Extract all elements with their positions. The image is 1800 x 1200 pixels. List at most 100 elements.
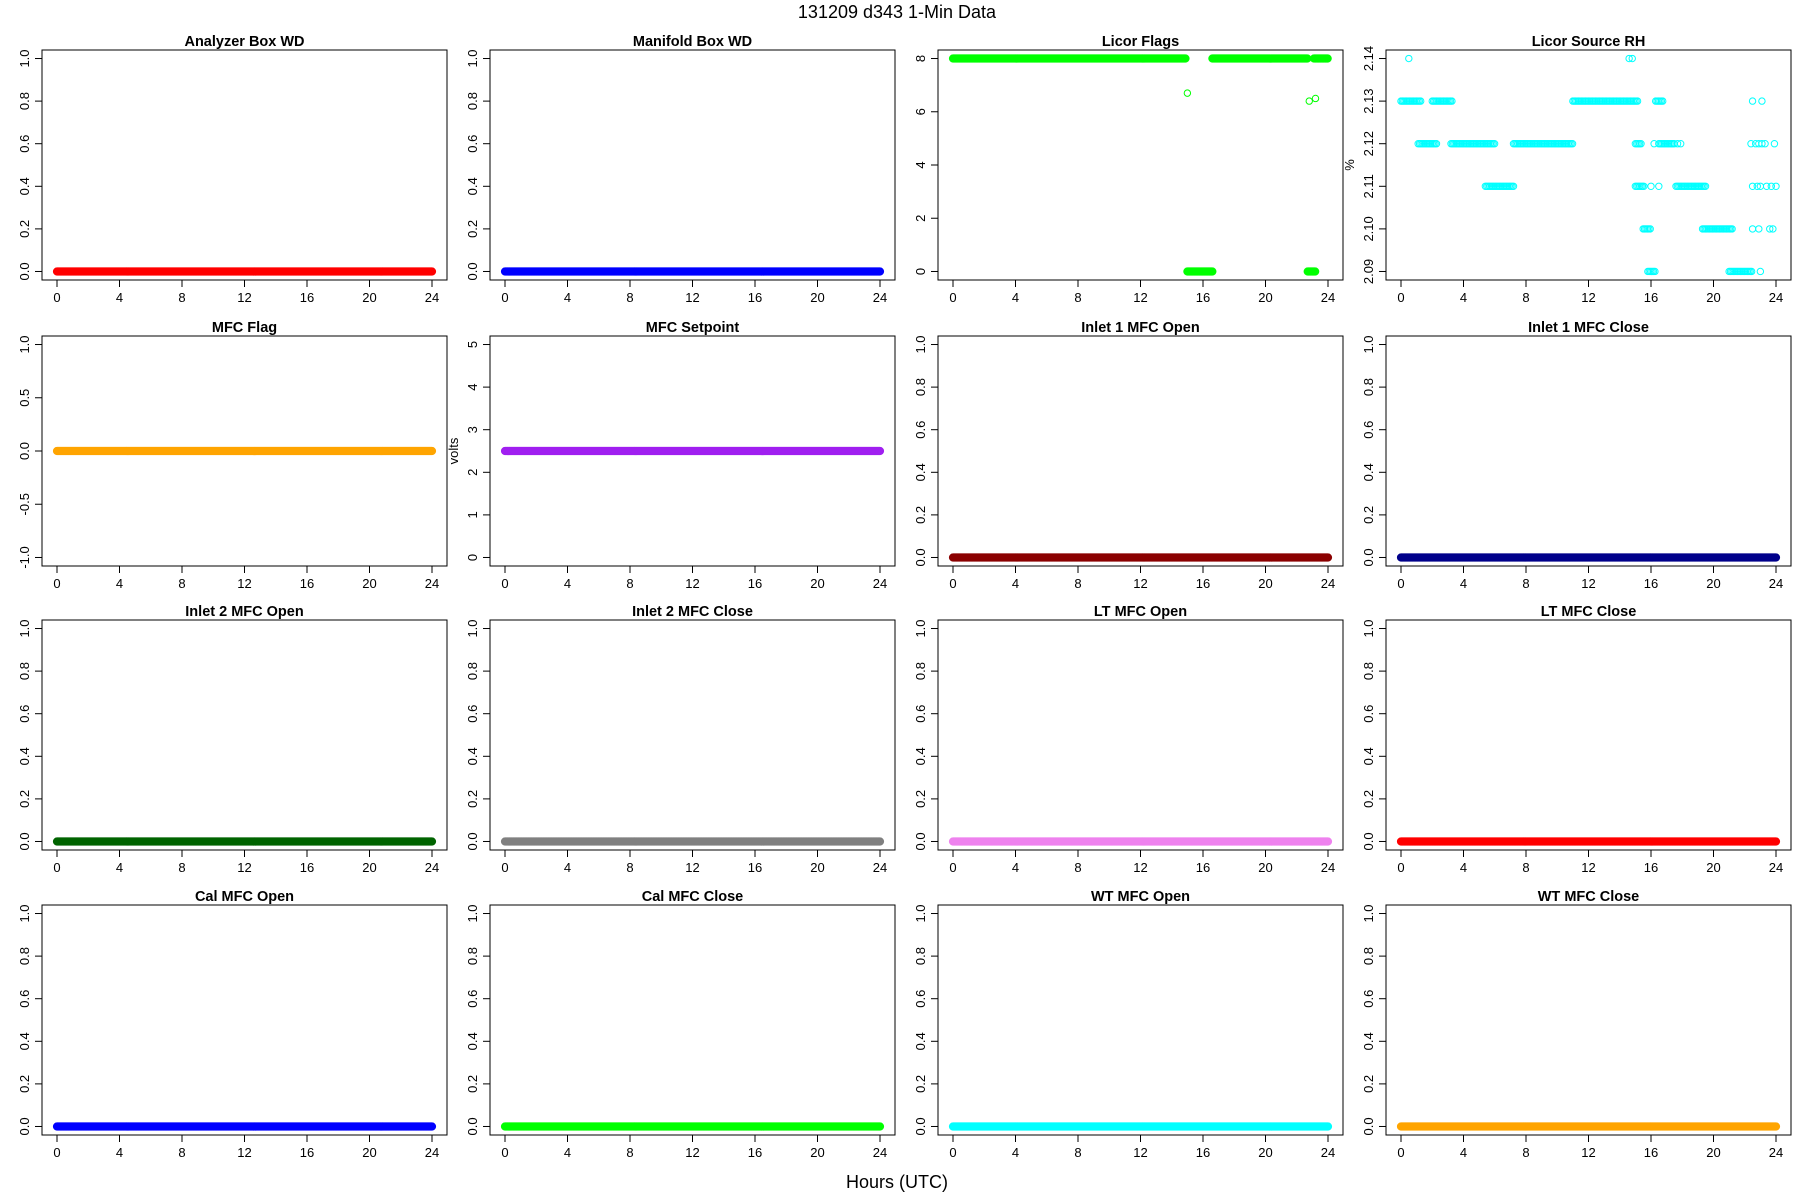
x-tick-label: 24 (873, 290, 887, 305)
y-tick-label: 4 (465, 383, 480, 390)
x-tick-label: 20 (810, 576, 824, 591)
x-tick-label: 0 (501, 290, 508, 305)
data-point (875, 446, 885, 456)
y-tick-label: -1.0 (17, 546, 32, 568)
data-point (1770, 140, 1779, 148)
panel-title: Analyzer Box WD (184, 34, 304, 50)
y-tick-label: 1 (465, 511, 480, 518)
y-tick-label: 0.4 (913, 463, 928, 481)
data-point (1323, 553, 1333, 562)
y-tick-label: 2.10 (1361, 216, 1376, 241)
y-tick-label: 0.2 (913, 506, 928, 524)
y-tick-label: 0.6 (17, 135, 32, 153)
x-tick-label: 12 (237, 576, 251, 591)
x-tick-label: 16 (1196, 290, 1210, 305)
data-point (1650, 140, 1658, 148)
x-tick-label: 12 (1581, 290, 1595, 305)
x-tick-label: 16 (748, 290, 762, 305)
y-tick-label: 1.0 (913, 335, 928, 353)
data-point (875, 267, 885, 276)
y-tick-label: -0.5 (17, 493, 32, 515)
panel-1: Analyzer Box WD0 4 8 12 16 20 240.00.20.40.60.… (17, 34, 448, 305)
panel-title: Licor Source RH (1532, 34, 1646, 50)
y-tick-label: 5 (465, 341, 480, 348)
y-tick-label: 2 (465, 469, 480, 476)
y-tick-label: 1.0 (465, 49, 480, 67)
page-title: 131209 d343 1-Min Data (798, 2, 997, 22)
y-tick-label: 0.4 (465, 177, 480, 195)
data-point (1647, 182, 1655, 190)
data-point (1405, 54, 1413, 63)
x-tick-label: 20 (1706, 290, 1720, 305)
x-tick-label: 12 (237, 290, 251, 305)
x-tick-label: 4 (1460, 290, 1467, 305)
x-tick-label: 12 (1133, 290, 1147, 305)
y-tick-label: 1.0 (1361, 335, 1376, 353)
data-point (1771, 553, 1781, 562)
x-tick-label: 4 (1012, 290, 1019, 305)
x-tick-label: 8 (1074, 290, 1081, 305)
data-point (1748, 97, 1757, 105)
plot-frame (1385, 49, 1792, 281)
x-tick-label: 8 (1522, 290, 1529, 305)
x-tick-label: 20 (810, 290, 824, 305)
x-tick-label: 12 (1133, 576, 1147, 591)
panels-group: Analyzer Box WD0 4 8 12 16 20 240.00.20.40.60.… (17, 34, 1792, 1160)
y-tick-label: 2.13 (1361, 88, 1376, 113)
x-axis-label: Hours (UTC) (846, 1172, 948, 1192)
y-tick-label: 0.6 (465, 135, 480, 153)
y-tick-label: 4 (913, 161, 928, 168)
plot-frame (1385, 335, 1792, 567)
x-tick-label: 20 (362, 860, 376, 875)
data-point (427, 267, 437, 276)
data-point (1772, 182, 1780, 190)
y-tick-label: 2 (913, 215, 928, 222)
y-tick-label: 0.0 (913, 548, 928, 566)
x-tick-label: 24 (1769, 290, 1783, 305)
x-tick-label: 24 (425, 290, 439, 305)
y-tick-label: 1.0 (17, 335, 32, 353)
x-tick-label: 8 (626, 290, 633, 305)
panel-4: Licor Source RH0 4 8 12 16 20 242.092.102.112.… (1342, 34, 1792, 305)
panel-title: Inlet 2 MFC Open (185, 604, 303, 620)
x-tick-label: 4 (564, 576, 571, 591)
y-tick-label: 2.09 (1361, 259, 1376, 284)
data-point (1758, 97, 1766, 105)
x-tick-label: 12 (685, 576, 699, 591)
x-tick-label: 12 (237, 860, 251, 875)
y-tick-label: 0.2 (1361, 506, 1376, 524)
y-tick-label: 0.2 (17, 220, 32, 238)
x-tick-label: 8 (178, 290, 185, 305)
data-point (1311, 94, 1320, 103)
x-tick-label: 24 (1321, 576, 1335, 591)
y-tick-label: 0.0 (17, 442, 32, 460)
x-tick-label: 8 (178, 860, 185, 875)
panel-title: Manifold Box WD (633, 34, 752, 50)
x-tick-label: 24 (873, 576, 887, 591)
x-tick-label: 4 (1012, 576, 1019, 591)
panel-title: Licor Flags (1102, 34, 1179, 50)
x-tick-label: 20 (1258, 576, 1272, 591)
data-point (1323, 54, 1332, 63)
x-tick-label: 20 (1258, 290, 1272, 305)
x-tick-label: 24 (1769, 576, 1783, 591)
x-tick-label: 4 (1460, 576, 1467, 591)
y-axis-label: volts (446, 437, 461, 464)
y-tick-label: 0.8 (17, 662, 32, 680)
y-tick-label: 0.8 (913, 378, 928, 396)
x-tick-label: 16 (748, 576, 762, 591)
x-tick-label: 16 (300, 860, 314, 875)
x-tick-label: 8 (178, 576, 185, 591)
x-tick-label: 0 (1397, 290, 1404, 305)
panel-title: MFC Setpoint (646, 320, 740, 336)
y-tick-label: 0.4 (17, 747, 32, 765)
x-tick-label: 0 (1397, 576, 1404, 591)
x-tick-label: 0 (949, 576, 956, 591)
data-point (1756, 267, 1765, 276)
data-point (1208, 267, 1217, 276)
y-tick-label: 0.4 (1361, 463, 1376, 481)
